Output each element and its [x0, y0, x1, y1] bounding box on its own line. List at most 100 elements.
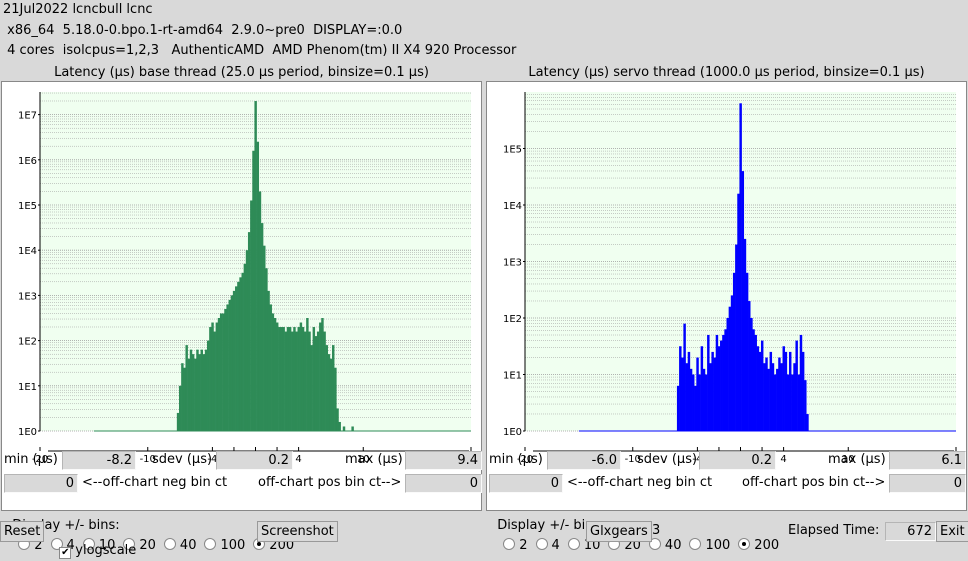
servo-bar: [735, 244, 738, 431]
servo-bar: [797, 374, 801, 431]
base-bar: [301, 327, 305, 431]
base-bar: [256, 141, 260, 431]
servo-bar: [773, 374, 777, 431]
servo-bar: [724, 329, 727, 431]
servo-bar: [791, 374, 794, 431]
base-bar: [334, 367, 337, 431]
base-bar: [310, 345, 313, 431]
base-pos-bin-count: 0: [405, 474, 482, 493]
base-thread-panel: Latency (µs) base thread (25.0 µs period…: [1, 64, 482, 518]
base-bar: [215, 322, 219, 431]
base-bar: [321, 318, 324, 431]
elapsed-time-label: Elapsed Time:: [788, 523, 880, 538]
base-bar: [338, 421, 341, 431]
base-bar: [284, 331, 288, 431]
servo-bar: [804, 380, 807, 431]
base-bar: [243, 263, 247, 431]
servo-bar: [756, 346, 760, 431]
base-bar: [299, 322, 303, 431]
servo-bar: [752, 329, 755, 431]
base-bar: [325, 345, 328, 431]
radio-button-icon[interactable]: [204, 538, 217, 550]
base-bar: [230, 295, 234, 431]
base-bar: [239, 277, 242, 431]
base-bins-option-100[interactable]: 100: [204, 536, 245, 556]
servo-bar: [763, 363, 766, 431]
ylogscale-label: ylogscale: [75, 543, 137, 558]
radio-button-icon[interactable]: [689, 538, 702, 550]
base-bar: [194, 358, 197, 431]
ylogscale-checkbox[interactable]: ✔: [59, 547, 72, 559]
base-thread-plot: 1E01E11E21E31E41E51E61E7-20-10-4-2024102…: [1, 81, 482, 511]
radio-button-icon[interactable]: [567, 538, 580, 550]
base-bar: [211, 322, 214, 431]
servo-bar: [750, 318, 753, 431]
base-bar: [303, 331, 307, 431]
servo-bar: [780, 363, 783, 431]
servo-bins-option-4[interactable]: 4: [535, 536, 560, 556]
bins-option-label: 4: [551, 538, 560, 553]
servo-bar: [689, 368, 693, 431]
screenshot-button[interactable]: Screenshot: [257, 521, 338, 542]
servo-bar: [687, 351, 691, 431]
servo-bar: [739, 103, 742, 432]
exit-button[interactable]: Exit: [936, 521, 968, 542]
servo-bar: [765, 357, 768, 431]
glxgears-button[interactable]: Glxgears: [586, 521, 652, 542]
base-bar: [271, 313, 275, 431]
base-bar: [308, 331, 311, 431]
base-bar: [260, 223, 264, 431]
servo-x-tick-label: 10: [842, 454, 855, 465]
servo-bins-option-200[interactable]: 200: [738, 536, 779, 556]
servo-bar: [795, 340, 798, 431]
bins-option-label: 20: [139, 538, 156, 553]
base-bar: [228, 299, 232, 431]
servo-bar: [737, 193, 740, 431]
servo-sdev-value: 0.2: [699, 451, 776, 470]
servo-bar: [760, 340, 764, 431]
header-cpu-info: 4 cores isolcpus=1,2,3 AuthenticAMD AMD …: [3, 43, 517, 58]
servo-bar: [788, 351, 792, 431]
servo-bar: [726, 318, 729, 431]
servo-bar: [698, 374, 701, 431]
servo-pos-bin-count: 0: [889, 474, 966, 493]
servo-bins-selector: Display +/- bins: 2 4 10 20 40 100 200: [489, 496, 787, 553]
radio-button-icon[interactable]: [503, 538, 516, 550]
bins-option-label: 200: [754, 538, 780, 553]
base-bar: [200, 349, 204, 431]
servo-bar: [728, 306, 732, 431]
base-bins-option-40[interactable]: 40: [163, 536, 196, 556]
servo-bar: [722, 334, 725, 431]
servo-bar: [748, 301, 751, 431]
servo-bar: [784, 351, 788, 431]
base-max-label: max (µs): [345, 452, 403, 467]
base-bar: [209, 327, 212, 431]
base-bar: [245, 250, 249, 431]
base-bar: [342, 426, 346, 431]
servo-bins-option-2[interactable]: 2: [503, 536, 528, 556]
servo-bar: [782, 346, 785, 431]
radio-button-icon[interactable]: [738, 538, 751, 550]
servo-sdev-label: sdev (µs): [637, 452, 698, 467]
base-neg-bin-count: 0: [4, 474, 78, 493]
base-bar: [265, 268, 268, 431]
base-x-tick-label: -4: [207, 454, 217, 465]
servo-bar: [681, 357, 684, 431]
radio-button-icon[interactable]: [535, 538, 548, 550]
servo-bar: [799, 334, 803, 431]
servo-min-label: min (µs): [489, 452, 543, 467]
servo-max-value: 6.1: [889, 451, 966, 470]
base-sdev-label: sdev (µs): [152, 452, 213, 467]
servo-bins-option-100[interactable]: 100: [689, 536, 730, 556]
base-bar: [252, 150, 255, 431]
servo-bar: [793, 363, 796, 431]
base-bar: [312, 327, 316, 431]
reset-button[interactable]: Reset: [0, 521, 45, 542]
servo-bar: [709, 363, 712, 431]
base-bar: [316, 331, 320, 431]
ylogscale-toggle[interactable]: ✔ ylogscale: [51, 521, 136, 559]
servo-x-tick-label: 4: [780, 454, 786, 465]
radio-button-icon[interactable]: [163, 538, 176, 550]
base-bar: [189, 349, 193, 431]
